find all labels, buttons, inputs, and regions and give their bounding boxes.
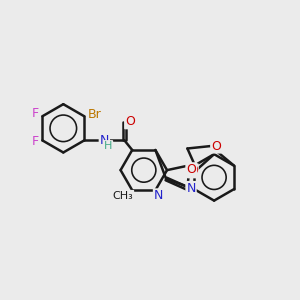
Text: N: N (154, 189, 163, 202)
Text: N: N (186, 182, 196, 195)
Text: Br: Br (88, 108, 102, 121)
Text: F: F (32, 136, 39, 148)
Text: CH₃: CH₃ (112, 191, 133, 201)
Text: O: O (211, 140, 221, 153)
Text: O: O (125, 115, 135, 128)
Text: H: H (104, 141, 112, 151)
Text: O: O (188, 164, 198, 177)
Text: N: N (100, 134, 109, 147)
Text: O: O (186, 163, 196, 176)
Text: F: F (32, 107, 39, 120)
